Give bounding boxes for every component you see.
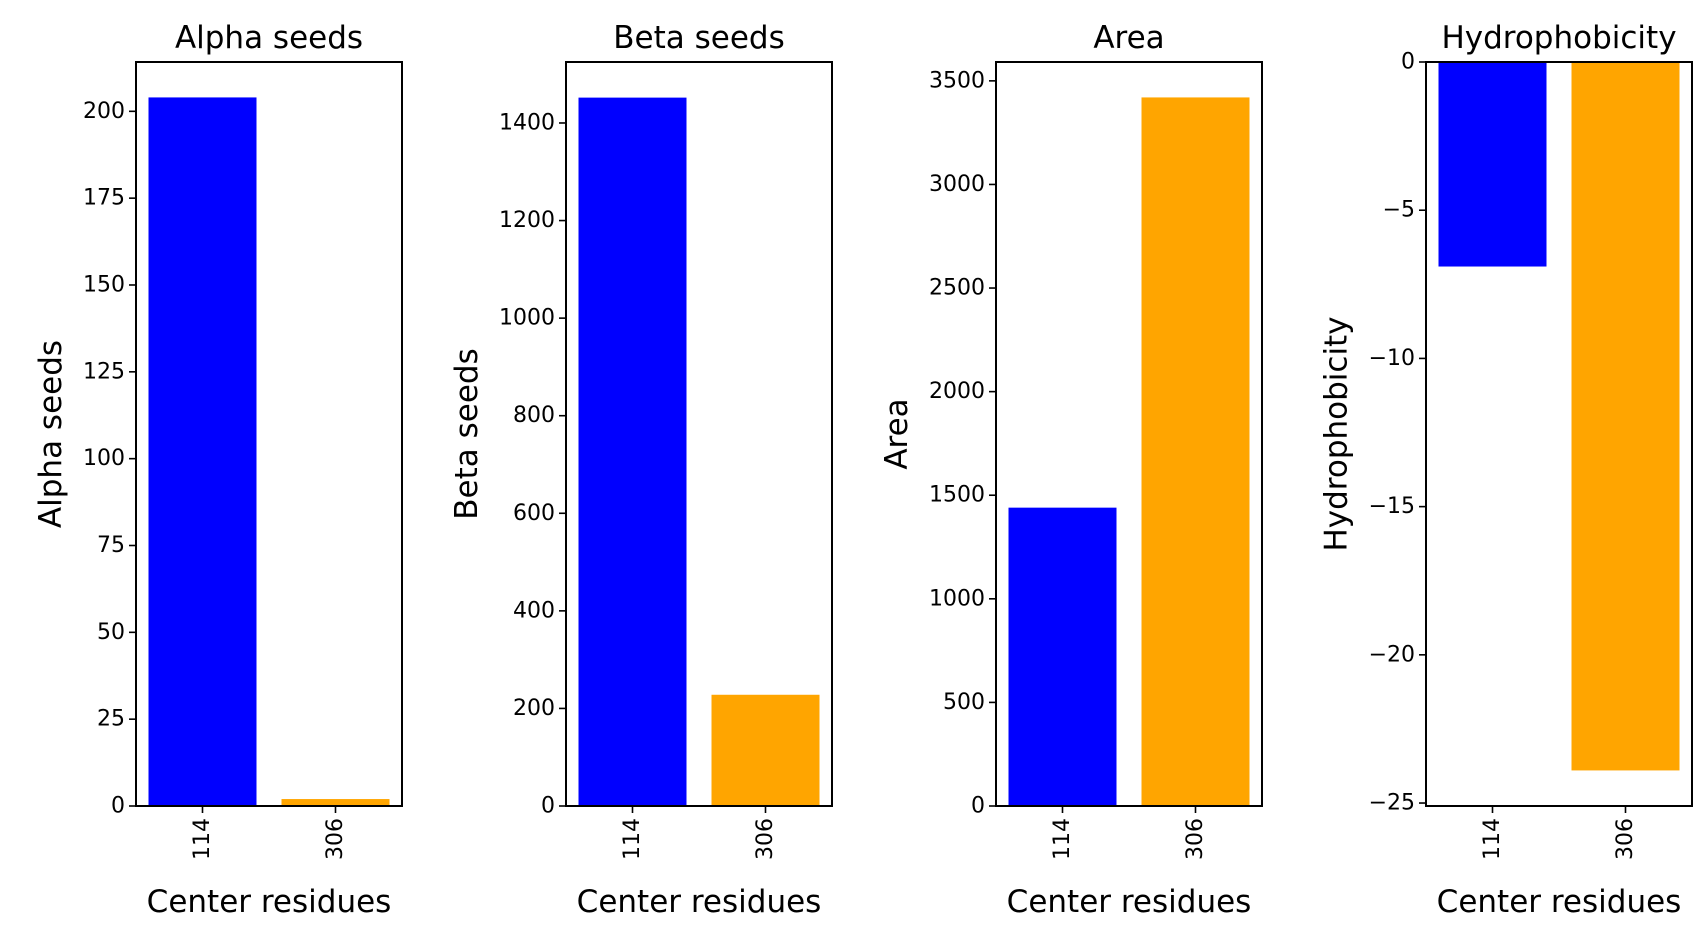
axes-frame (1425, 61, 1693, 807)
y-tick-label: 400 (513, 598, 555, 623)
y-tick-label: 0 (971, 794, 985, 819)
y-axis-label: Hydrophobicity (1319, 316, 1355, 551)
bar-area-114 (1008, 507, 1117, 806)
y-tick-label: −25 (1369, 791, 1415, 816)
panel-alpha-seeds: 114 306 0 25 50 75 100 125 150 175 200 Alpha seeds C… (33, 20, 403, 920)
bar-alpha-seeds-306 (281, 799, 390, 806)
y-axis-label: Alpha seeds (33, 340, 69, 528)
axes-frame (565, 61, 833, 807)
y-tick-label: 2500 (929, 276, 985, 301)
y-tick-label: 1000 (929, 586, 985, 611)
y-tick-label: 1400 (499, 110, 555, 135)
y-tick-label: 0 (111, 794, 125, 819)
chart-title: Beta seeds (613, 20, 784, 56)
y-tick-label: 75 (97, 533, 125, 558)
y-tick-label: −10 (1369, 346, 1415, 371)
y-tick-label: 800 (513, 403, 555, 428)
y-tick-label: 200 (83, 99, 125, 124)
axes-frame (135, 61, 403, 807)
y-tick-label: 1500 (929, 483, 985, 508)
x-tick-label: 306 (323, 818, 348, 860)
bar-hydrophobicity-114 (1438, 62, 1547, 267)
y-tick-label: 2000 (929, 379, 985, 404)
y-tick-label: −15 (1369, 494, 1415, 519)
y-tick-label: 0 (1401, 50, 1415, 75)
y-tick-label: 100 (83, 446, 125, 471)
y-tick-label: 500 (943, 690, 985, 715)
x-tick-label: 306 (1183, 818, 1208, 860)
chart-title: Area (1093, 20, 1164, 56)
y-tick-label: 3500 (929, 68, 985, 93)
y-tick-label: 3000 (929, 172, 985, 197)
y-tick-label: 0 (541, 794, 555, 819)
bar-area-306 (1141, 97, 1250, 806)
y-axis-label: Beta seeds (449, 348, 485, 519)
x-axis-label: Center residues (577, 884, 822, 920)
y-tick-label: 125 (83, 359, 125, 384)
y-tick-label: 600 (513, 501, 555, 526)
panel-hydrophobicity: 114 306 0 −5 −10 −15 −20 −25 Hydrophobicity Cente… (1319, 20, 1693, 920)
y-tick-label: 200 (513, 696, 555, 721)
x-tick-label: 306 (1613, 818, 1638, 860)
y-tick-label: 1200 (499, 208, 555, 233)
x-tick-label: 114 (190, 818, 215, 860)
y-tick-label: 175 (83, 186, 125, 211)
x-tick-label: 114 (620, 818, 645, 860)
x-axis-label: Center residues (1007, 884, 1252, 920)
bar-beta-seeds-114 (578, 97, 687, 806)
bar-hydrophobicity-306 (1571, 62, 1680, 771)
x-axis-label: Center residues (1437, 884, 1682, 920)
y-axis-label: Area (879, 398, 915, 469)
chart-title: Hydrophobicity (1441, 20, 1676, 56)
axes-frame (995, 61, 1263, 807)
x-axis-label: Center residues (147, 884, 392, 920)
panel-beta-seeds: 114 306 0 200 400 600 800 1000 1200 1400 Beta seed… (449, 20, 833, 920)
x-tick-label: 306 (753, 818, 778, 860)
bar-beta-seeds-306 (711, 694, 820, 806)
chart-title: Alpha seeds (175, 20, 363, 56)
y-tick-label: 150 (83, 272, 125, 297)
panel-area: 114 306 0 500 1000 1500 2000 2500 3000 3500 Area Ce… (879, 20, 1263, 920)
x-tick-label: 114 (1480, 818, 1505, 860)
y-tick-label: 50 (97, 620, 125, 645)
bar-alpha-seeds-114 (148, 97, 257, 806)
y-tick-label: −20 (1369, 642, 1415, 667)
y-tick-label: 1000 (499, 306, 555, 331)
x-tick-label: 114 (1050, 818, 1075, 860)
y-tick-label: 25 (97, 707, 125, 732)
y-tick-label: −5 (1383, 198, 1415, 223)
